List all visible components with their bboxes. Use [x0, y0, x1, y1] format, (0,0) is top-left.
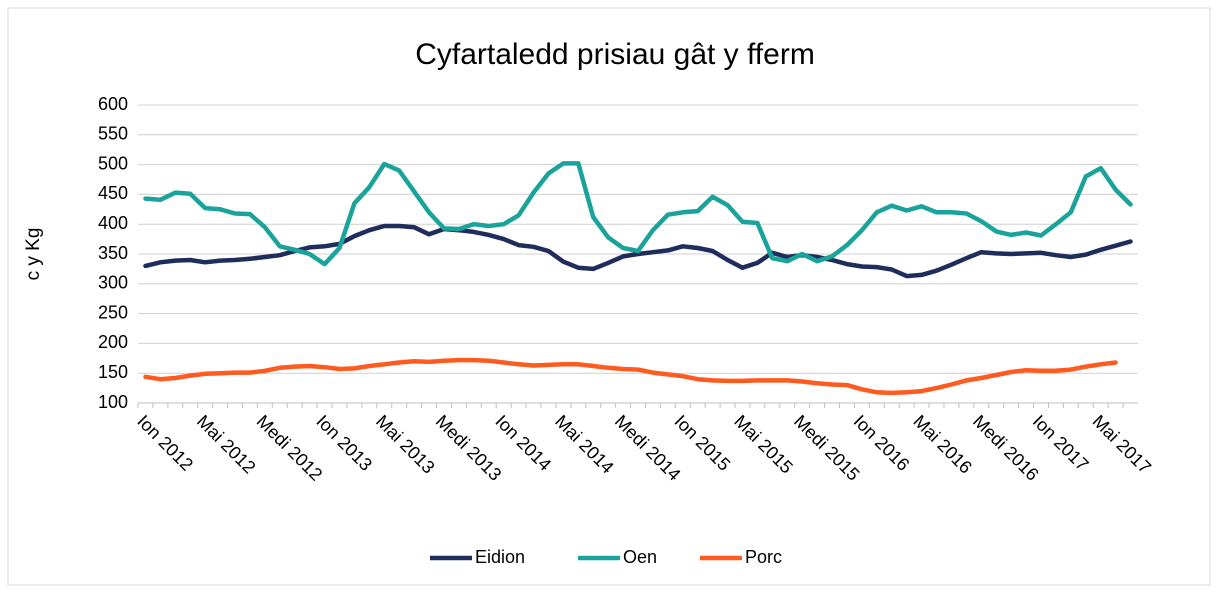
y-tick-label: 150 [98, 362, 128, 382]
chart-frame [7, 7, 1211, 586]
y-axis-label: c y Kg [23, 228, 44, 281]
legend-label: Porc [745, 547, 782, 567]
chart-title: Cyfartaledd prisiau gât y fferm [415, 38, 815, 71]
series-line [143, 357, 1118, 396]
y-tick-label: 500 [98, 153, 128, 173]
legend-label: Eidion [475, 547, 525, 567]
legend-label: Oen [623, 547, 657, 567]
y-tick-label: 600 [98, 94, 128, 114]
y-tick-label: 300 [98, 273, 128, 293]
y-tick-label: 350 [98, 243, 128, 263]
y-tick-label: 200 [98, 332, 128, 352]
y-tick-label: 250 [98, 302, 128, 322]
y-tick-label: 450 [98, 183, 128, 203]
y-tick-label: 100 [98, 392, 128, 412]
y-tick-label: 550 [98, 124, 128, 144]
series-line [143, 161, 1133, 267]
y-tick-label: 400 [98, 213, 128, 233]
series-line [143, 223, 1133, 279]
